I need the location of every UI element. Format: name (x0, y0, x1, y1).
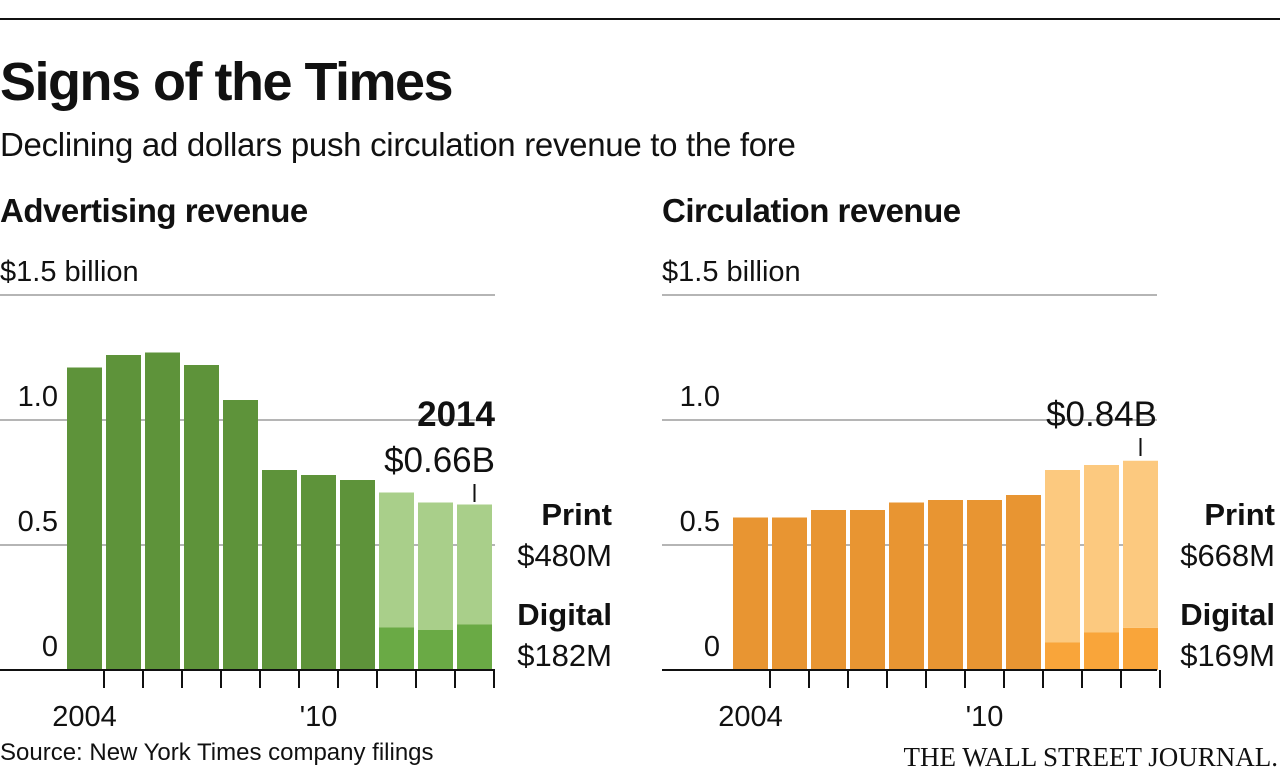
bar-segment (1045, 642, 1080, 670)
value-label: $169M (1180, 638, 1275, 673)
bar (850, 510, 885, 670)
annotation-text: $0.84B (1046, 395, 1157, 434)
y-tick-label: 0.5 (18, 506, 58, 538)
bar (928, 500, 963, 670)
bar (1006, 495, 1041, 670)
bar (811, 510, 846, 670)
bar-segment (379, 492, 414, 628)
bar (184, 365, 219, 670)
bar-segment (1084, 465, 1119, 633)
y-tick-label: 1.0 (18, 381, 58, 413)
x-tick-label: 2004 (52, 701, 117, 733)
bar (67, 367, 102, 670)
y-tick-label: 0.5 (680, 506, 720, 538)
bar (340, 480, 375, 670)
bar-segment (1045, 470, 1080, 643)
bar (223, 400, 258, 670)
bar (106, 355, 141, 670)
annotation-heading: 2014 (417, 395, 495, 434)
bar-segment (418, 502, 453, 630)
bar (733, 517, 768, 670)
panel-title: Advertising revenue (0, 192, 308, 229)
bar (772, 517, 807, 670)
x-tick-label: '10 (966, 701, 1004, 733)
bar-segment (457, 504, 492, 625)
y-tick-label: 0 (704, 631, 720, 663)
annotation-text: $0.66B (384, 441, 495, 480)
subtitle: Declining ad dollars push circulation re… (0, 126, 796, 163)
bar-segment (1123, 460, 1158, 628)
y-tick-label: 0 (42, 631, 58, 663)
panel-title: Circulation revenue (662, 192, 961, 229)
bar-segment (379, 627, 414, 670)
title: Signs of the Times (0, 52, 452, 112)
y-tick-label: $1.5 billion (0, 256, 139, 288)
bar (145, 352, 180, 670)
legend-label: Print (1204, 497, 1275, 532)
source: Source: New York Times company filings (0, 739, 434, 766)
bar-segment (457, 624, 492, 670)
bar-segment (1123, 627, 1158, 670)
bar-segment (1084, 632, 1119, 670)
legend-label: Digital (517, 597, 612, 632)
y-tick-label: 1.0 (680, 381, 720, 413)
brand: THE WALL STREET JOURNAL. (904, 742, 1278, 772)
bar (889, 502, 924, 670)
legend-label: Digital (1180, 597, 1275, 632)
x-tick-label: 2004 (718, 701, 783, 733)
y-tick-label: $1.5 billion (662, 256, 801, 288)
bar (262, 470, 297, 670)
x-tick-label: '10 (300, 701, 338, 733)
bar (967, 500, 1002, 670)
value-label: $668M (1180, 538, 1275, 573)
bar (301, 475, 336, 670)
value-label: $182M (517, 638, 612, 673)
legend-label: Print (541, 497, 612, 532)
bar-segment (418, 630, 453, 670)
value-label: $480M (517, 538, 612, 573)
